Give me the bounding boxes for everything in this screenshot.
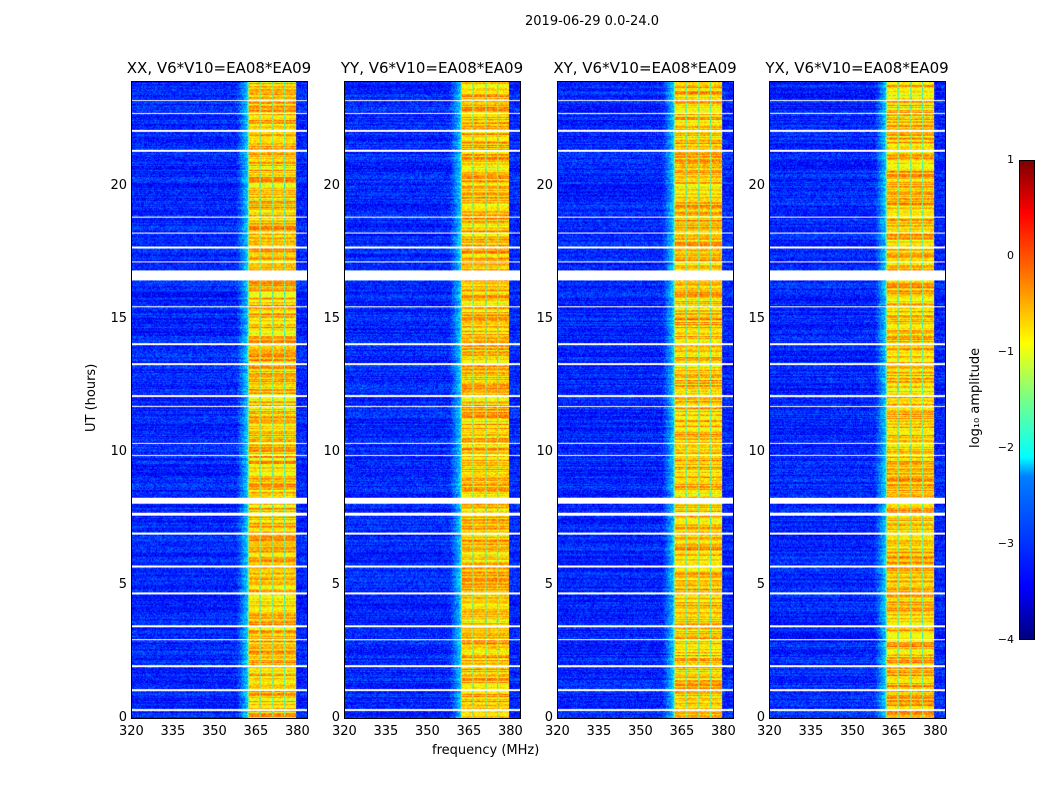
colorbar-tick-label: −3 — [997, 537, 1014, 550]
x-tick-label: 365 — [243, 724, 269, 739]
x-tick-label: 320 — [545, 724, 570, 739]
colorbar-tick-label: 1 — [1007, 153, 1014, 166]
x-tick-label: 365 — [669, 724, 695, 739]
colorbar — [1019, 160, 1035, 640]
x-tick-label: 320 — [757, 724, 782, 739]
x-tick-label: 380 — [922, 724, 948, 739]
y-tick-label: 20 — [536, 178, 553, 194]
y-tick-label: 0 — [118, 710, 127, 725]
y-tick-label: 20 — [110, 178, 127, 194]
y-tick-label: 5 — [118, 577, 127, 593]
y-tick-label: 10 — [323, 444, 340, 460]
y-tick-label: 0 — [544, 710, 553, 725]
x-tick-label: 365 — [881, 724, 907, 739]
y-tick-label: 10 — [748, 444, 765, 460]
y-tick-label: 10 — [110, 444, 127, 460]
x-tick-label: 380 — [710, 724, 736, 739]
panel-title: YY, V6*V10=EA08*EA09 — [340, 59, 524, 77]
x-tick-label: 350 — [201, 724, 227, 739]
x-axis-label: frequency (MHz) — [432, 743, 540, 758]
colorbar-tick-label: −1 — [997, 345, 1014, 358]
y-tick-label: 5 — [544, 577, 553, 593]
panel-title: YX, V6*V10=EA08*EA09 — [765, 59, 949, 77]
x-tick-label: 335 — [798, 724, 824, 739]
panel-title: XY, V6*V10=EA08*EA09 — [553, 59, 737, 77]
colorbar-tick-label: 0 — [1007, 249, 1014, 262]
heatmap-cells — [770, 82, 945, 718]
y-tick-label: 0 — [756, 710, 765, 725]
y-tick-label: 15 — [323, 311, 340, 327]
colorbar-tick-label: −4 — [997, 633, 1014, 646]
x-tick-label: 350 — [627, 724, 653, 739]
colorbar-label: log₁₀ amplitude — [968, 347, 983, 448]
y-tick-label: 10 — [536, 444, 553, 460]
panel-title: XX, V6*V10=EA08*EA09 — [126, 59, 312, 77]
y-tick-label: 20 — [323, 178, 340, 194]
heatmap-cells — [345, 82, 520, 718]
x-tick-label: 335 — [373, 724, 399, 739]
x-tick-label: 335 — [586, 724, 612, 739]
y-tick-label: 15 — [536, 311, 553, 327]
heatmap-panel — [131, 81, 308, 719]
x-tick-label: 320 — [119, 724, 144, 739]
y-tick-label: 15 — [748, 311, 765, 327]
y-tick-label: 20 — [748, 178, 765, 194]
heatmap-panel — [557, 81, 734, 719]
heatmap-cells — [132, 82, 307, 718]
y-tick-label: 5 — [756, 577, 765, 593]
y-tick-label: 0 — [331, 710, 340, 725]
heatmap-cells — [558, 82, 733, 718]
y-tick-label: 15 — [110, 311, 127, 327]
x-tick-label: 380 — [284, 724, 310, 739]
y-axis-label: UT (hours) — [84, 363, 99, 432]
figure-title: 2019-06-29 0.0-24.0 — [525, 14, 659, 29]
y-tick-label: 5 — [331, 577, 340, 593]
x-tick-label: 320 — [332, 724, 357, 739]
x-tick-label: 350 — [414, 724, 440, 739]
x-tick-label: 380 — [497, 724, 523, 739]
x-tick-label: 335 — [160, 724, 186, 739]
x-tick-label: 365 — [456, 724, 482, 739]
colorbar-tick-label: −2 — [997, 441, 1014, 454]
x-tick-label: 350 — [839, 724, 865, 739]
heatmap-panel — [344, 81, 521, 719]
heatmap-panel — [769, 81, 946, 719]
